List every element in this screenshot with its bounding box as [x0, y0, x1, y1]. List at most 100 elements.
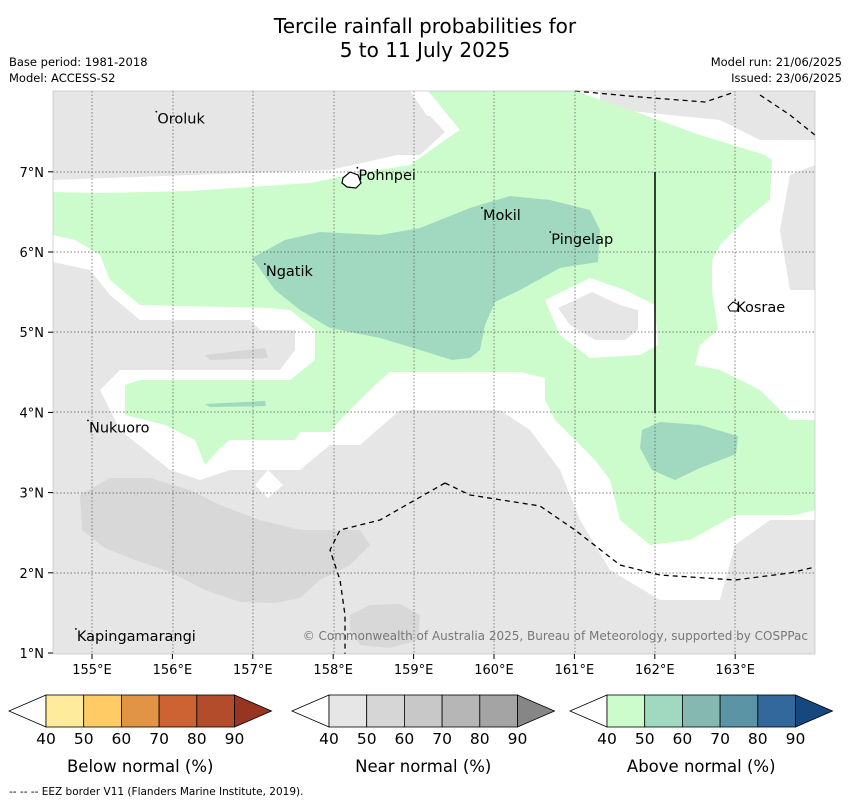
title-line-1: Tercile rainfall probabilities for: [273, 14, 577, 38]
grey-islands-north-2: [347, 112, 445, 155]
base-period: Base period: 1981-2018: [9, 55, 148, 69]
meta-right: Model run: 21/06/2025 Issued: 23/06/2025: [711, 54, 842, 86]
colorbar-bin: [441, 694, 481, 728]
meta-left: Base period: 1981-2018 Model: ACCESS-S2: [9, 54, 148, 86]
lat-tick-label: 6°N: [20, 246, 45, 261]
place-label-nukuoro: Nukuoro: [89, 420, 150, 436]
copyright-text: © Commonwealth of Australia 2025, Bureau…: [303, 629, 808, 643]
colorbar-tick-label: 70: [432, 730, 452, 748]
map-frame: [52, 90, 816, 655]
lat-tick-label: 5°N: [20, 326, 45, 341]
colorbar-tick-label: 70: [149, 730, 169, 748]
colorbar-tick-label: 50: [635, 730, 655, 748]
colorbar-bin: [606, 694, 646, 728]
lon-tick-label: 159°E: [394, 663, 434, 678]
colorbar-tick-label: 80: [187, 730, 207, 748]
near-normal-50-60-south: [350, 604, 420, 648]
place-marker: [734, 299, 737, 302]
grey-patch-inner: [558, 292, 638, 340]
lat-tick-label: 4°N: [20, 406, 45, 421]
lon-tick-label: 155°E: [72, 663, 112, 678]
colorbar-extend-high: [517, 694, 556, 728]
lon-tick-label: 162°E: [635, 663, 675, 678]
colorbars: 40 50 60 70 80 90 Below normal (%) 40 50 60 70 80 90…: [7, 694, 834, 776]
place-marker: [87, 419, 89, 422]
colorbar-tick-label: 40: [319, 730, 339, 748]
colorbar-bin: [403, 694, 443, 728]
colorbar-tick-label: 40: [597, 730, 617, 748]
grey-islands-north-1: [233, 118, 290, 145]
colorbar-bin: [328, 694, 368, 728]
above-normal-50-60-main: [252, 196, 600, 360]
lon-tick-label: 156°E: [153, 663, 193, 678]
lat-tick-label: 7°N: [20, 166, 45, 181]
colorbar-tick-label: 60: [673, 730, 693, 748]
place-marker: [356, 166, 359, 169]
colorbar-label: Above normal (%): [627, 757, 776, 776]
colorbar-tick-label: 50: [357, 730, 377, 748]
colorbar-bin: [644, 694, 683, 728]
colorbar-bin: [196, 694, 235, 728]
colorbar-extend-low: [568, 694, 608, 728]
colorbar-bin: [366, 694, 405, 728]
colorbar-tick-label: 40: [36, 730, 56, 748]
place-marker: [263, 263, 266, 265]
lon-tick-label: 157°E: [233, 663, 273, 678]
place-marker: [155, 110, 158, 113]
place-marker: [75, 628, 77, 630]
lon-tick-label: 163°E: [715, 663, 755, 678]
grey-patch-upper-right: [780, 165, 815, 290]
eez-footer-note: -- -- -- EEZ border V11 (Flanders Marine…: [9, 786, 304, 798]
colorbar-bin: [121, 694, 160, 728]
place-labels: Oroluk Pohnpei Mokil Pingelap Ngatik Kosrae Nu…: [75, 110, 785, 645]
colorbar-tick-label: 60: [112, 730, 132, 748]
colorbar-bin: [682, 694, 721, 728]
colorbar-tick-label: 60: [395, 730, 415, 748]
colorbar-tick-label: 90: [786, 730, 806, 748]
kosrae-island-shape: [727, 301, 740, 312]
place-label-kosrae: Kosrae: [736, 300, 785, 316]
place-marker: [481, 207, 483, 209]
colorbar-tick-label: 50: [74, 730, 94, 748]
colorbar-bin: [757, 694, 796, 728]
colorbar-tick-label: 90: [508, 730, 528, 748]
place-label-oroluk: Oroluk: [157, 112, 205, 128]
colorbar-bin: [719, 694, 759, 728]
model-run: Model run: 21/06/2025: [710, 55, 842, 69]
issued-date: Issued: 23/06/2025: [731, 71, 842, 85]
colorbar-bin: [83, 694, 122, 728]
place-label-ngatik: Ngatik: [266, 264, 314, 280]
lon-tick-label: 158°E: [313, 663, 353, 678]
lat-tick-label: 3°N: [20, 487, 45, 502]
grey-streak: [205, 348, 268, 360]
pohnpei-island-shape: [341, 171, 362, 189]
colorbar-label: Near normal (%): [355, 757, 491, 776]
map-title: Tercile rainfall probabilities for 5 to …: [0, 14, 850, 62]
lon-tick-label: 160°E: [474, 663, 514, 678]
colorbar-extend-low: [290, 694, 330, 728]
above-normal-colorbar: 40 50 60 70 80 90 Above normal (%): [568, 694, 834, 776]
colorbar-extend-high: [234, 694, 273, 728]
below-normal-colorbar: 40 50 60 70 80 90 Below normal (%): [7, 694, 273, 776]
colorbar-tick-label: 70: [710, 730, 730, 748]
place-marker: [549, 231, 552, 233]
axis-labels: 155°E 156°E 157°E 158°E 159°E 160°E 161°E 162°E…: [20, 166, 755, 678]
lat-tick-label: 1°N: [20, 647, 45, 662]
colorbar-tick-label: 80: [748, 730, 768, 748]
title-line-2: 5 to 11 July 2025: [339, 38, 511, 62]
above-normal-50-60-se: [640, 422, 738, 480]
probability-field: [53, 91, 815, 654]
near-normal-colorbar: 40 50 60 70 80 90 Near normal (%): [290, 694, 556, 776]
place-label-mokil: Mokil: [483, 208, 521, 224]
near-normal-50-60: [80, 478, 370, 603]
colorbar-tick-label: 90: [225, 730, 245, 748]
place-label-pingelap: Pingelap: [551, 232, 613, 248]
colorbar-bin: [158, 694, 198, 728]
place-label-kapingamarangi: Kapingamarangi: [77, 629, 196, 645]
colorbar-bin: [479, 694, 518, 728]
place-label-pohnpei: Pohnpei: [358, 168, 416, 184]
white-patch-small: [255, 470, 283, 498]
colorbar-bin: [45, 694, 85, 728]
teal-streak: [205, 401, 266, 407]
eez-borders: [329, 90, 816, 654]
